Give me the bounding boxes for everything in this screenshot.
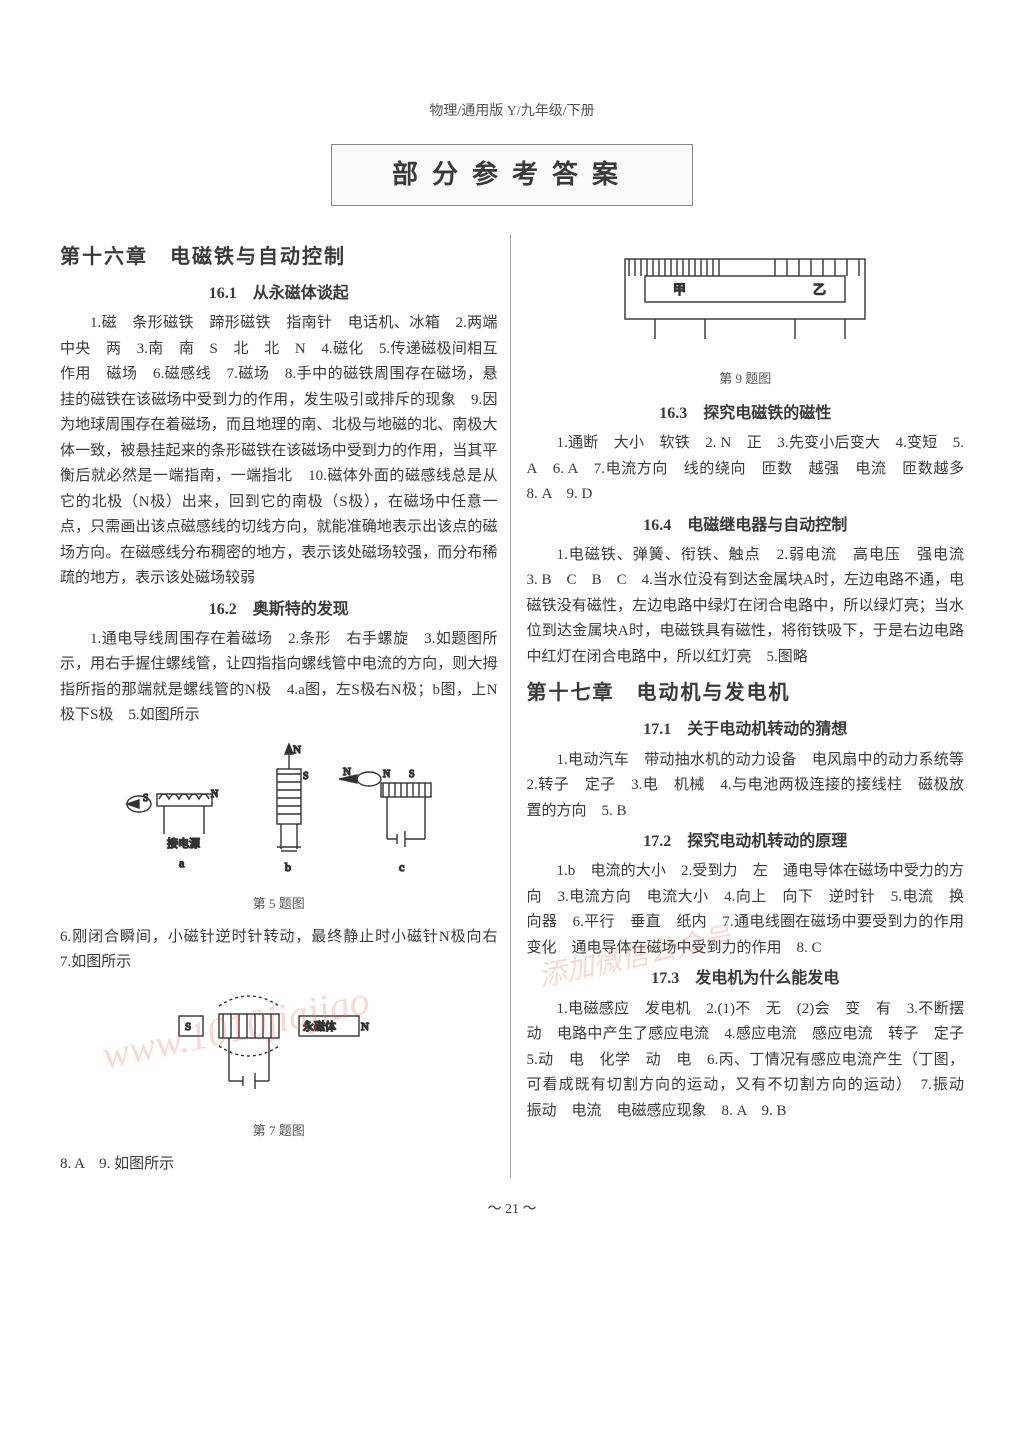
f7-N: N [361, 1021, 369, 1033]
section-17-3: 17.3 发电机为什么能发电 [527, 965, 965, 992]
section-17-2: 17.2 探究电动机转动的原理 [527, 828, 965, 855]
section-17-1: 17.1 关于电动机转动的猜想 [527, 716, 965, 743]
section-16-2: 16.2 奥斯特的发现 [60, 596, 498, 623]
f9-yi: 乙 [813, 282, 826, 297]
f7-S: S [185, 1021, 191, 1033]
banner-text: 部分参考答案 [331, 144, 693, 206]
label-a: a [179, 856, 185, 870]
text-16-1: 1.磁 条形磁铁 蹄形磁铁 指南针 电话机、冰箱 2.两端 中央 两 3.南 南… [60, 311, 498, 592]
title-banner: 部分参考答案 [60, 144, 964, 206]
section-16-1: 16.1 从永磁体谈起 [60, 280, 498, 307]
label-N: N [211, 789, 218, 800]
section-16-3: 16.3 探究电磁铁的磁性 [527, 400, 965, 427]
text-16-2a: 1.通电导线周围存在着磁场 2.条形 右手螺旋 3.如题图所示，用右手握住螺线管… [60, 627, 498, 729]
text-17-1: 1.电动汽车 带动抽水机的动力设备 电风扇中的动力系统等 2.转子 定子 3.电… [527, 748, 965, 825]
columns: 第十六章 电磁铁与自动控制 16.1 从永磁体谈起 1.磁 条形磁铁 蹄形磁铁 … [60, 234, 964, 1178]
f9-jia: 甲 [673, 282, 686, 297]
text-16-2c: 8. A 9. 如图所示 [60, 1152, 498, 1178]
chapter-17: 第十七章 电动机与发电机 [527, 676, 965, 710]
label-Nb: N [293, 744, 301, 756]
label-S: S [143, 793, 149, 804]
label-b: b [285, 860, 291, 874]
right-column: 甲 乙 第 9 题图 16.3 探究电磁铁的磁性 1.通断 大小 软铁 2. N… [527, 234, 965, 1178]
text-17-2: 1.b 电流的大小 2.受到力 左 通电导体在磁场中受力的方向 3.电流方向 电… [527, 859, 965, 961]
figure-7: S 永磁体 N [60, 986, 498, 1142]
text-16-2b: 6.刚闭合瞬间，小磁针逆时针转动，最终静止时小磁针N极向右 7.如图所示 [60, 925, 498, 976]
label-c: c [399, 860, 404, 874]
f7-perm: 永磁体 [303, 1019, 336, 1033]
section-16-4: 16.4 电磁继电器与自动控制 [527, 512, 965, 539]
label-Nc2: N [383, 769, 390, 780]
text-16-3: 1.通断 大小 软铁 2. N 正 3.先变小后变大 4.变短 5. A 6. … [527, 431, 965, 508]
header-line: 物理/通用版 Y/九年级/下册 [60, 100, 964, 124]
label-power: 接电源 [167, 836, 200, 850]
text-16-4: 1.电磁铁、弹簧、衔铁、触点 2.弱电流 高电压 强电流 3. B C B C … [527, 543, 965, 671]
fig5-caption: 第 5 题图 [60, 893, 498, 915]
page-number: ～ 21 ～ [60, 1198, 964, 1222]
chapter-16: 第十六章 电磁铁与自动控制 [60, 240, 498, 274]
figure-9: 甲 乙 第 9 题图 [527, 244, 965, 390]
label-Sb: S [303, 771, 309, 782]
figure-5: S N 接电源 a N S [60, 739, 498, 915]
left-column: 第十六章 电磁铁与自动控制 16.1 从永磁体谈起 1.磁 条形磁铁 蹄形磁铁 … [60, 234, 511, 1178]
fig7-caption: 第 7 题图 [60, 1120, 498, 1142]
fig9-caption: 第 9 题图 [527, 368, 965, 390]
text-17-3: 1.电磁感应 发电机 2.(1)不 无 (2)会 变 有 3.不断摆动 电路中产… [527, 997, 965, 1125]
label-Sc: S [409, 769, 415, 780]
